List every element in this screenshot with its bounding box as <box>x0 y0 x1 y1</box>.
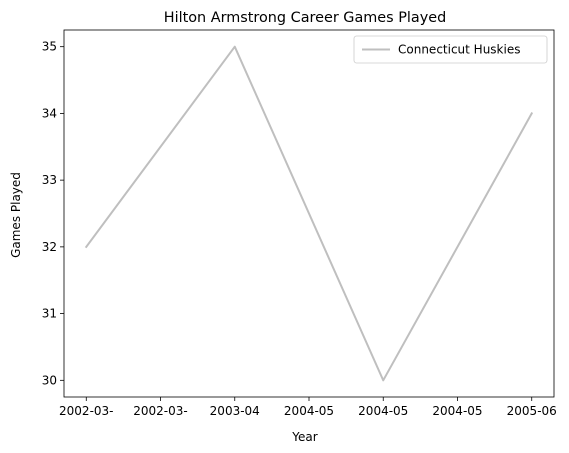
x-tick-label: 2002-03- <box>133 404 187 418</box>
y-tick-label: 35 <box>42 40 57 54</box>
y-tick-label: 31 <box>42 307 57 321</box>
x-tick-label: 2003-04 <box>210 404 260 418</box>
chart-title: Hilton Armstrong Career Games Played <box>164 10 446 26</box>
series-line <box>84 45 534 382</box>
legend-label: Connecticut Huskies <box>398 43 520 57</box>
legend-box <box>353 35 548 64</box>
x-tick-label: 2004-05 <box>358 404 408 418</box>
x-axis-label: Year <box>291 430 317 444</box>
x-tick-label: 2004-05 <box>432 404 482 418</box>
y-tick-label: 30 <box>42 373 57 387</box>
x-tick-label: 2004-05 <box>284 404 334 418</box>
y-tick-label: 34 <box>42 106 57 120</box>
y-tick-label: 33 <box>42 173 57 187</box>
x-tick-label: 2002-03- <box>59 404 113 418</box>
plot-area: 30 31 32 33 34 35 2002-03- 2002-03- 2003-04 2004-… <box>42 29 557 418</box>
y-tick-label: 32 <box>42 240 57 254</box>
y-axis-label: Games Played <box>9 172 23 258</box>
x-tick-label: 2005-06 <box>507 404 557 418</box>
